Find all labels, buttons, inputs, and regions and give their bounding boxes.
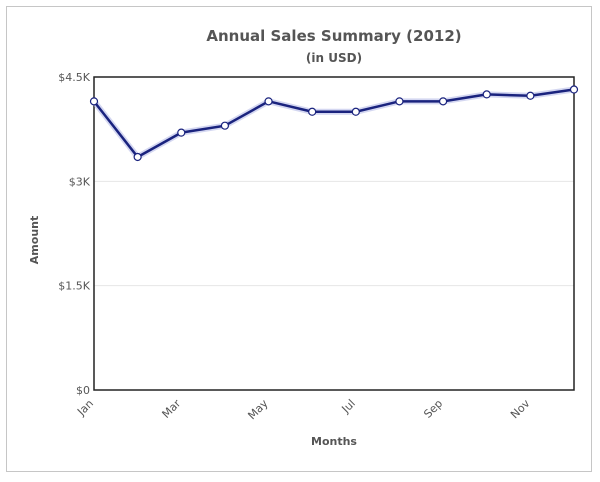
chart-title: Annual Sales Summary (2012): [206, 27, 461, 45]
chart-subtitle: (in USD): [306, 51, 362, 65]
x-axis-ticks: Jan Mar May Jul Sep Nov: [74, 397, 533, 423]
chart-frame: [6, 6, 592, 472]
data-point-oct[interactable]: [482, 90, 491, 99]
data-point-nov[interactable]: [526, 91, 535, 100]
y-tick-label: $4.5K: [58, 71, 90, 84]
y-tick-label: $3K: [69, 175, 91, 188]
x-axis-title: Months: [311, 435, 357, 448]
data-point-dec[interactable]: [569, 85, 579, 94]
data-point-mar[interactable]: [177, 128, 186, 137]
x-tick-label: Jan: [74, 397, 96, 419]
x-tick-label: May: [245, 397, 271, 423]
y-tick-label: $1.5K: [58, 280, 90, 293]
data-point-aug[interactable]: [395, 97, 404, 106]
data-point-sep[interactable]: [438, 97, 448, 106]
x-tick-label: Nov: [508, 397, 533, 422]
data-point-jul[interactable]: [351, 107, 360, 116]
y-axis-ticks: $0 $1.5K $3K $4.5K: [58, 71, 90, 397]
x-tick-label: Mar: [160, 397, 184, 421]
x-tick-label: Sep: [421, 397, 445, 421]
y-tick-label: $0: [76, 384, 90, 397]
data-point-may[interactable]: [264, 97, 273, 106]
series-line-shadow: [91, 86, 577, 160]
grid-lines: [94, 180, 574, 287]
plot-area-border: [93, 76, 575, 391]
data-point-jun[interactable]: [308, 107, 317, 116]
y-axis-title: Amount: [28, 216, 41, 264]
x-tick-label: Jul: [339, 397, 358, 416]
data-point-apr[interactable]: [220, 121, 230, 130]
data-point-jan[interactable]: [89, 97, 99, 106]
series-layer: [89, 85, 579, 162]
data-point-feb[interactable]: [133, 152, 142, 162]
series-line: [92, 88, 576, 159]
